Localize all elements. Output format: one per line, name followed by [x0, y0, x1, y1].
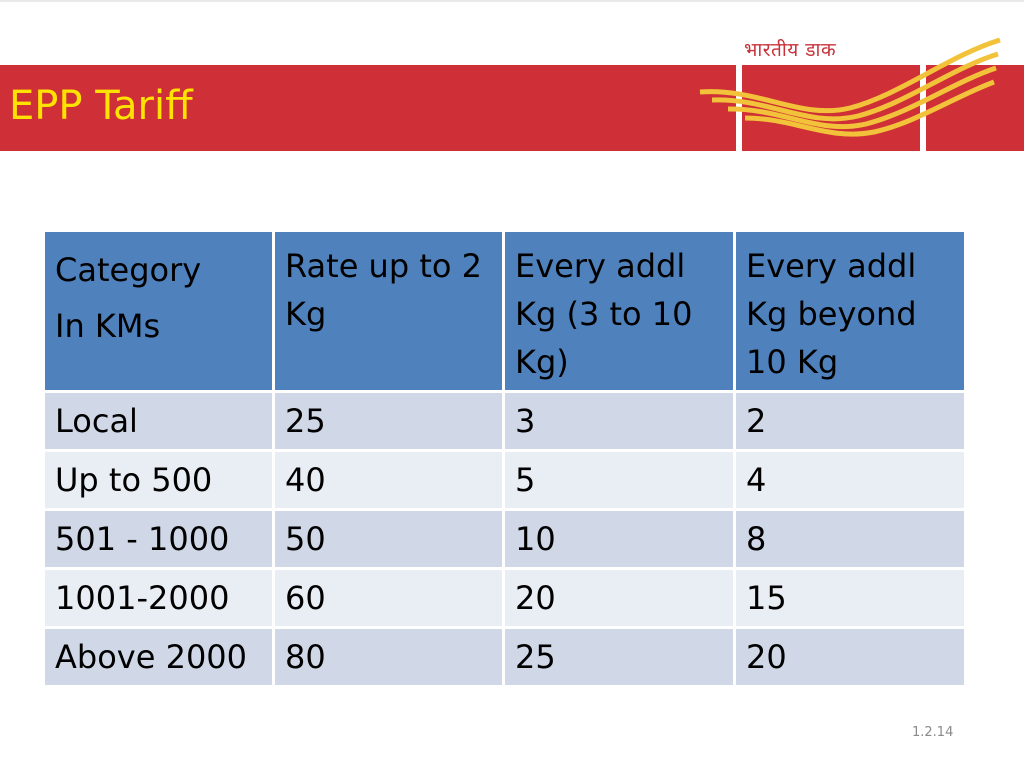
header-category-line-1: Category	[55, 251, 202, 289]
header-addl-3-to-10: Every addl Kg (3 to 10 Kg)	[502, 229, 736, 393]
cell-addl-beyond-10: 20	[733, 626, 967, 688]
tariff-table: Category In KMs Rate up to 2 Kg Every ad…	[42, 229, 967, 688]
header-addl-beyond-10: Every addl Kg beyond 10 Kg	[733, 229, 967, 393]
cell-rate: 50	[272, 508, 505, 570]
cell-rate: 25	[272, 390, 505, 452]
cell-rate: 60	[272, 567, 505, 629]
cell-addl-3-10: 10	[502, 508, 736, 570]
cell-addl-3-10: 5	[502, 449, 736, 511]
top-rule	[0, 0, 1024, 2]
cell-addl-beyond-10: 2	[733, 390, 967, 452]
table-header-row: Category In KMs Rate up to 2 Kg Every ad…	[42, 229, 967, 393]
cell-category: 501 - 1000	[42, 508, 275, 570]
table-row: 501 - 1000 50 10 8	[42, 508, 967, 570]
cell-rate: 40	[272, 449, 505, 511]
cell-addl-3-10: 25	[502, 626, 736, 688]
cell-rate: 80	[272, 626, 505, 688]
slide-title: EPP Tariff	[9, 83, 193, 129]
india-post-logo	[699, 37, 1001, 151]
cell-addl-3-10: 3	[502, 390, 736, 452]
table-row: Local 25 3 2	[42, 390, 967, 452]
header-category: Category In KMs	[42, 229, 275, 393]
cell-category: Up to 500	[42, 449, 275, 511]
logo-text: भारतीय डाक	[744, 39, 837, 61]
cell-addl-beyond-10: 8	[733, 508, 967, 570]
header-rate-up-to-2kg: Rate up to 2 Kg	[272, 229, 505, 393]
cell-addl-beyond-10: 4	[733, 449, 967, 511]
cell-category: 1001-2000	[42, 567, 275, 629]
cell-addl-3-10: 20	[502, 567, 736, 629]
cell-category: Above 2000	[42, 626, 275, 688]
table-row: 1001-2000 60 20 15	[42, 567, 967, 629]
table-row: Up to 500 40 5 4	[42, 449, 967, 511]
cell-addl-beyond-10: 15	[733, 567, 967, 629]
cell-category: Local	[42, 390, 275, 452]
header-category-line-2: In KMs	[55, 307, 161, 345]
table-row: Above 2000 80 25 20	[42, 626, 967, 688]
slide-number: 1.2.14	[912, 725, 954, 740]
